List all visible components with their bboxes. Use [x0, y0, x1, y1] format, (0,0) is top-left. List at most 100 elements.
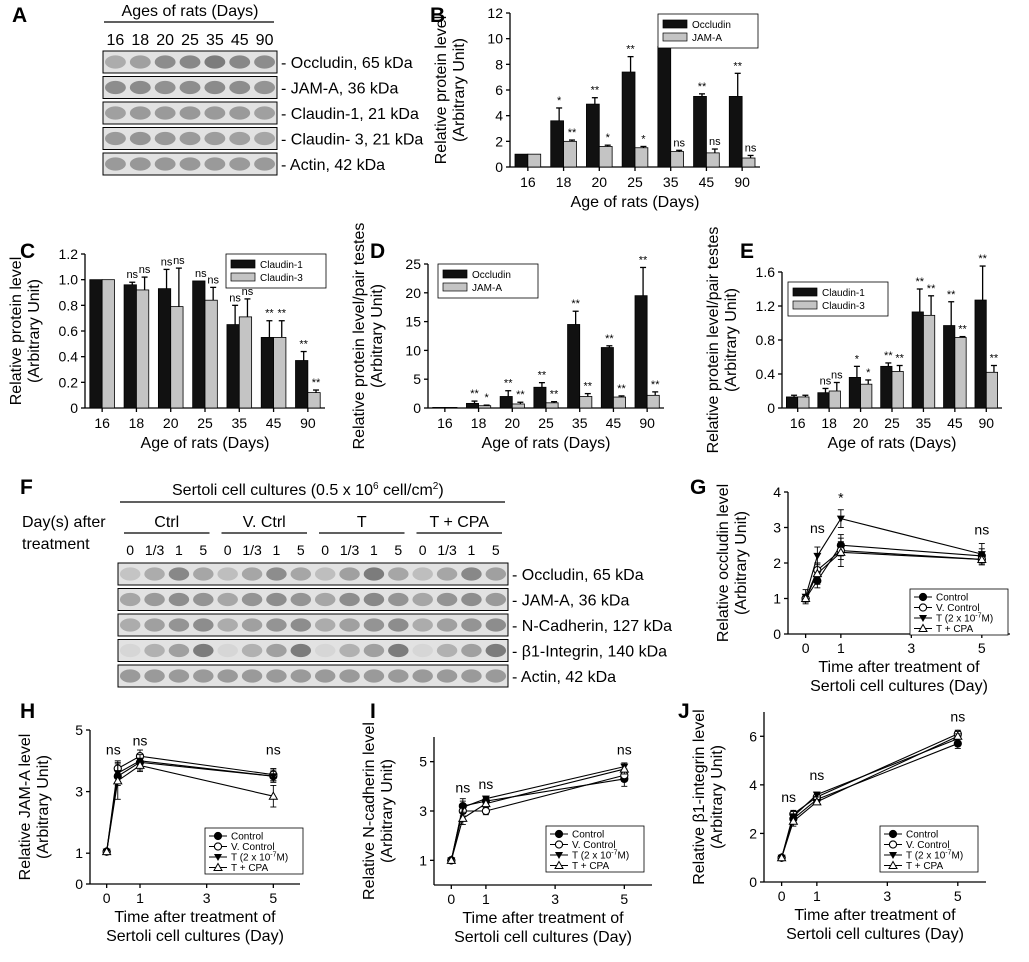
point: [776, 852, 787, 862]
series-line: [805, 551, 982, 599]
point: [813, 552, 822, 560]
bar: [828, 390, 841, 409]
y-tick-label: 1.6: [756, 264, 776, 280]
y-axis-label: (Arbitrary Unit): [723, 288, 740, 392]
blot-row-label: - Occludin, 65 kDa: [281, 55, 413, 72]
band: [314, 567, 336, 581]
significance-label: ns: [139, 264, 151, 276]
x-tick-label: 18: [471, 415, 487, 431]
legend-label: Claudin-1: [260, 260, 303, 271]
blot-row-label: - Claudin-1, 21 kDa: [281, 106, 419, 123]
band: [129, 55, 151, 69]
timepoint-label: 1: [468, 542, 476, 558]
bar: [848, 376, 861, 409]
bar: [273, 337, 287, 409]
panel-g: G 0 1 2 3 4 0 1 3 5 ns * ns Relative occludin level (A…: [690, 476, 1010, 695]
band: [461, 592, 482, 607]
x-tick-label: 45: [699, 174, 715, 190]
bar: [499, 396, 513, 409]
y-tick-label: 3: [773, 520, 781, 536]
y-tick-label: 0: [749, 874, 757, 890]
band: [290, 643, 312, 658]
legend-label: Control: [936, 593, 968, 604]
blot-row: - JAM-A, 36 kDa: [102, 76, 398, 99]
panel-f: F Sertoli cell cultures (0.5 x 106 cell/c…: [20, 476, 672, 688]
timepoint-label: 0: [419, 542, 427, 558]
band: [388, 643, 409, 658]
x-tick-label: 16: [94, 415, 110, 431]
band: [168, 643, 190, 658]
legend-swatch: [792, 287, 818, 297]
band: [461, 669, 482, 683]
y-axis-label: (Arbitrary Unit): [35, 755, 52, 859]
legend-swatch: [662, 32, 688, 42]
band: [154, 55, 176, 69]
bar: [123, 284, 137, 409]
band: [193, 643, 214, 658]
legend-label: T (2 x 10-7M): [906, 850, 963, 862]
y-tick-label: 6: [495, 82, 503, 98]
x-tick-label: 1: [482, 891, 490, 907]
significance-label: *: [606, 132, 611, 144]
bar: [444, 407, 458, 409]
legend-label: V. Control: [231, 842, 275, 853]
significance-label: **: [504, 378, 513, 390]
band: [339, 567, 360, 581]
significance-label: ns: [745, 142, 757, 154]
blot-row: - Actin, 42 kDa: [102, 152, 385, 176]
panel-letter: G: [690, 476, 706, 499]
point: [481, 806, 491, 816]
x-axis-label: Sertoli cell cultures (Day): [106, 928, 284, 945]
band: [461, 567, 482, 581]
point: [213, 842, 223, 851]
x-axis-label: Age of rats (Days): [828, 435, 957, 452]
x-tick-label: 45: [606, 415, 622, 431]
x-tick-label: 35: [231, 415, 247, 431]
significance-label: **: [733, 60, 742, 72]
series-line: [805, 517, 982, 597]
significance-label: ns: [455, 780, 470, 796]
blot-row-label: - Occludin, 65 kDa: [512, 567, 644, 584]
bar: [204, 299, 218, 409]
blot-row: - Actin, 42 kDa: [117, 664, 616, 688]
band: [204, 80, 226, 95]
y-tick-label: 0.6: [59, 323, 79, 339]
significance-label: *: [641, 133, 646, 145]
point: [919, 615, 927, 622]
band: [314, 643, 336, 658]
y-tick-label: 5: [413, 371, 421, 387]
band: [254, 157, 276, 171]
series-line: [450, 766, 625, 861]
band: [154, 157, 176, 171]
band: [144, 618, 165, 632]
band: [204, 157, 226, 171]
band: [266, 592, 287, 607]
group-label: T + CPA: [430, 514, 490, 531]
blot-strip: [117, 639, 509, 662]
band: [179, 157, 201, 171]
significance-label: ns: [126, 269, 138, 281]
x-tick-label: 25: [627, 174, 643, 190]
legend-label: V. Control: [572, 840, 616, 851]
band: [144, 592, 165, 607]
band: [217, 643, 238, 658]
significance-label: ns: [229, 292, 241, 304]
bar: [985, 371, 998, 409]
band: [119, 592, 141, 607]
bar: [943, 325, 956, 409]
band: [129, 131, 151, 146]
point: [457, 813, 468, 822]
band: [254, 106, 276, 120]
y-tick-label: 0: [413, 400, 421, 416]
y-tick-label: 0: [495, 159, 503, 175]
band: [104, 80, 126, 95]
blot-row-label: - JAM-A, 36 kDa: [281, 81, 398, 98]
y-tick-label: 1.0: [59, 272, 79, 288]
band: [436, 567, 458, 581]
x-tick-label: 1: [813, 888, 821, 904]
blot-row-label: - Actin, 42 kDa: [512, 669, 616, 686]
significance-label: *: [557, 95, 562, 107]
